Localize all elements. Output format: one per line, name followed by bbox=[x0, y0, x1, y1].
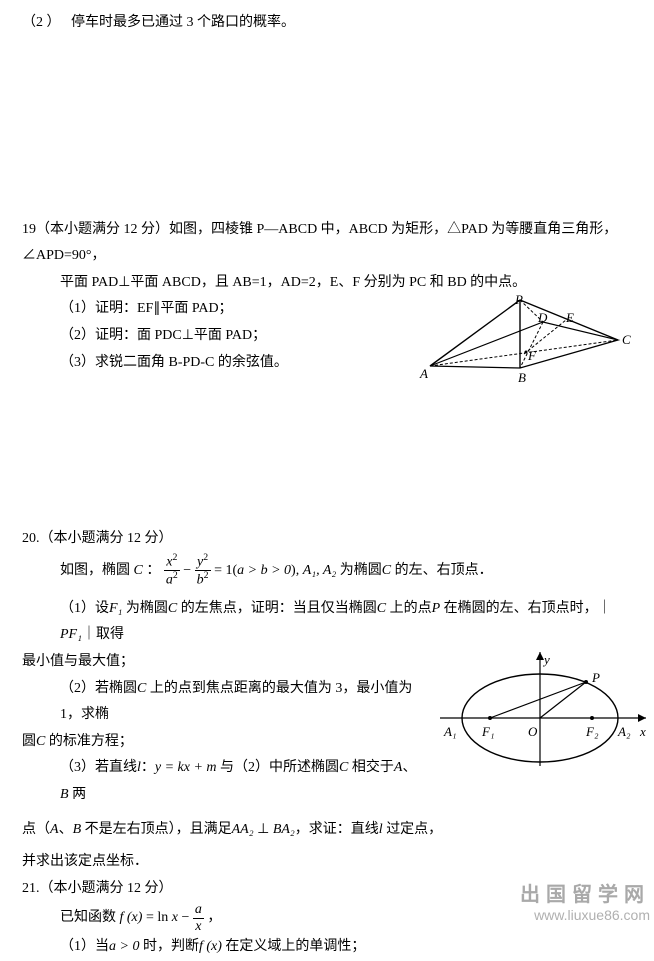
frac-a-over-x: a x bbox=[193, 902, 204, 934]
label-F2: F₂ bbox=[586, 720, 598, 745]
q19-line2: 平面 PAD⊥平面 ABCD，且 AB=1，AD=2，E、F 分别为 PC 和 … bbox=[22, 270, 626, 297]
q19-head: 19（本小题满分 12 分）如图，四棱锥 P—ABCD 中，ABCD 为矩形，△… bbox=[22, 217, 626, 270]
frac-x2a2: x2 a2 bbox=[164, 553, 180, 588]
label-A: A bbox=[420, 362, 428, 387]
label-P: P bbox=[515, 288, 523, 313]
label-B: B bbox=[518, 366, 526, 391]
label-F: F bbox=[528, 344, 536, 369]
label-C: C bbox=[622, 328, 631, 353]
q20-p2: （2）若椭圆C 上的点到焦点距离的最大值为 3，最小值为 1，求椭 bbox=[22, 676, 422, 729]
label-F1: F₁ bbox=[482, 720, 494, 745]
q20-p3-line3: 并求出该定点坐标． bbox=[22, 849, 626, 876]
spacer bbox=[22, 588, 626, 596]
q19-figure: P D E C A F B bbox=[418, 296, 634, 382]
spacer bbox=[22, 376, 626, 526]
q18-label: （2 ） bbox=[22, 15, 61, 30]
quadrilateral-pyramid-icon bbox=[418, 296, 634, 382]
label-y: y bbox=[544, 648, 550, 673]
q19-head-text: 19（本小题满分 12 分）如图，四棱锥 P—ABCD 中，ABCD 为矩形，△… bbox=[22, 222, 617, 264]
watermark: 出国留学网 www.liuxue86.com bbox=[520, 883, 650, 924]
label-O: O bbox=[528, 720, 537, 745]
frac-y2b2: y2 b2 bbox=[195, 553, 211, 588]
label-P: P bbox=[592, 666, 600, 691]
q21-p1: （1）当a > 0 时，判断f (x) 在定义域上的单调性； bbox=[22, 934, 626, 961]
q20-intro: 如图，椭圆 C ： x2 a2 − y2 b2 = 1(a > b > 0), … bbox=[22, 553, 626, 588]
spacer bbox=[22, 157, 626, 217]
label-x: x bbox=[640, 720, 646, 745]
label-E: E bbox=[566, 306, 574, 331]
label-D: D bbox=[538, 306, 547, 331]
q20-p1: （1）设F₁ 为椭圆C 的左焦点，证明：当且仅当椭圆C 上的点P 在椭圆的左、右… bbox=[22, 596, 626, 649]
q20-figure: y P A₁ F₁ O F₂ A₂ x bbox=[440, 648, 650, 768]
q18-part2: （2 ） 停车时最多已通过 3 个路口的概率。 bbox=[22, 10, 626, 37]
q20-p3-line2: 点（A、B 不是左右顶点），且满足AA₂ ⊥ BA₂，求证：直线l 过定点， bbox=[22, 817, 626, 844]
q18-text: 停车时最多已通过 3 个路口的概率。 bbox=[71, 15, 295, 30]
spacer bbox=[22, 809, 626, 817]
q20-head: 20.（本小题满分 12 分） bbox=[22, 526, 626, 553]
watermark-url: www.liuxue86.com bbox=[520, 907, 650, 924]
label-A2: A₂ bbox=[618, 720, 630, 745]
spacer bbox=[22, 37, 626, 157]
label-A1: A₁ bbox=[444, 720, 456, 745]
watermark-title: 出国留学网 bbox=[520, 883, 650, 907]
q20-p3: （3）若直线l：y = kx + m 与（2）中所述椭圆C 相交于A、B 两 bbox=[22, 755, 422, 808]
